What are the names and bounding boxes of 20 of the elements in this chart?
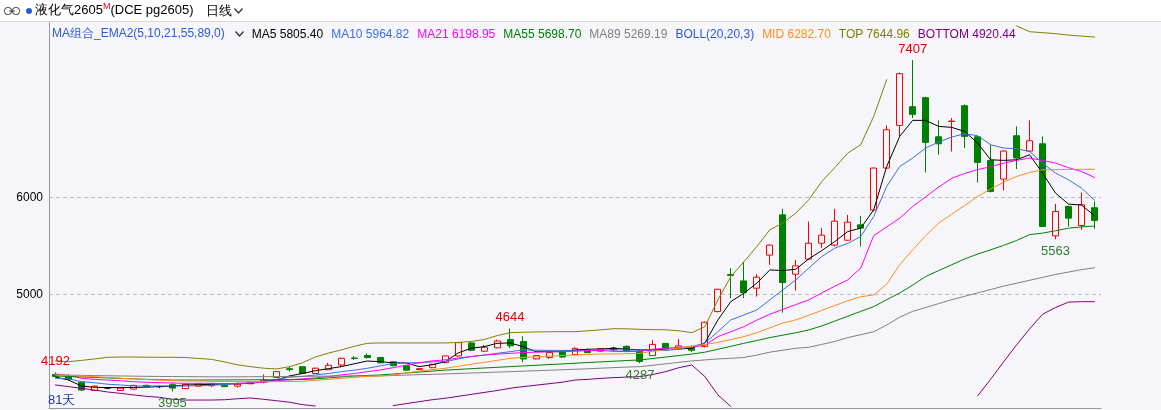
text: BOTTOM 4920.44 [917, 26, 1016, 41]
text: TOP 7644.96 [838, 26, 910, 41]
y-tick-label: 6000 [16, 189, 44, 204]
chart-subtitle: 日线 [205, 1, 232, 20]
annotation: BOLL(20,20,3) [675, 26, 755, 41]
annotation: 3995 [157, 395, 187, 410]
text: MID 6282.70 [762, 26, 831, 41]
annotation: 4192 [41, 353, 70, 369]
text: MA10 5964.82 [331, 26, 410, 41]
annotation: 81天 [48, 391, 76, 409]
text: MA55 5698.70 [503, 26, 582, 41]
chart-title: 液化气2605$^{M}$(DCE pg2605) [35, 1, 194, 20]
text: MA21 6198.95 [417, 26, 496, 41]
annotation: 7407 [898, 41, 928, 57]
annotation: 4644 [495, 309, 525, 325]
annotation: 5563 [1041, 243, 1070, 259]
text: MA89 5269.19 [589, 26, 668, 41]
text: MA5 5805.40 [251, 26, 324, 41]
y-tick-label: 5000 [16, 286, 44, 301]
annotation: MA组合_EMA2(5,10,21,55,89,0) [52, 25, 225, 42]
